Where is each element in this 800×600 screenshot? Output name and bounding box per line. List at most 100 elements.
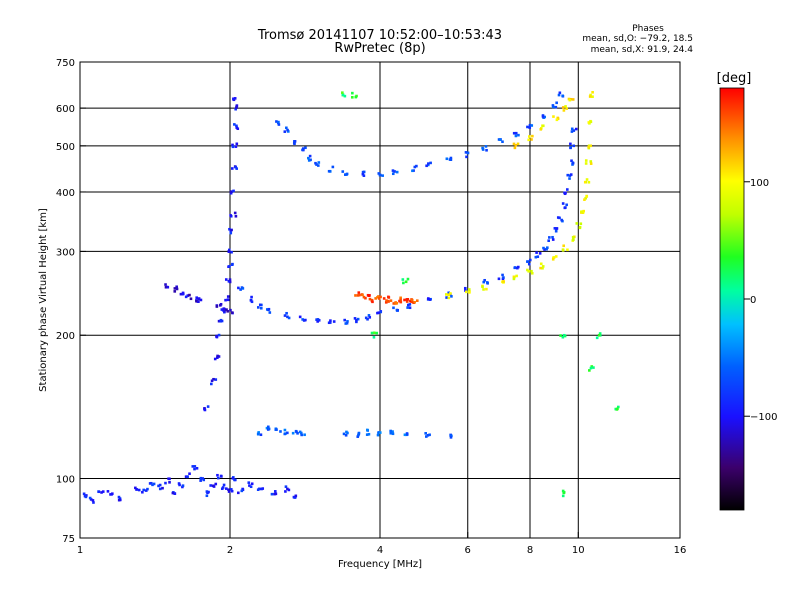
data-point <box>287 316 291 320</box>
data-point <box>570 159 573 163</box>
data-point <box>377 172 381 175</box>
data-point <box>564 191 567 195</box>
data-point <box>345 172 349 176</box>
data-point <box>173 287 177 290</box>
data-point <box>589 93 592 97</box>
data-point <box>408 303 412 306</box>
data-point <box>541 115 545 118</box>
colorbar-ticks: 100 0 −100 <box>744 178 777 423</box>
data-point <box>201 477 204 480</box>
data-point <box>299 431 303 435</box>
data-point <box>203 407 206 410</box>
data-point <box>152 482 156 486</box>
data-point <box>566 188 569 191</box>
data-point <box>151 483 154 487</box>
data-point <box>237 491 240 495</box>
data-point <box>327 321 331 325</box>
data-point <box>551 105 555 109</box>
data-point <box>266 425 270 429</box>
data-point <box>232 97 235 101</box>
data-point <box>389 299 393 302</box>
data-point <box>531 134 534 138</box>
data-point <box>517 133 520 137</box>
data-point <box>502 276 505 279</box>
data-point <box>268 311 272 314</box>
data-point <box>222 307 226 310</box>
data-point <box>213 357 217 361</box>
data-point <box>526 260 529 263</box>
data-point <box>449 434 453 437</box>
data-point <box>449 158 453 161</box>
data-point <box>366 317 369 321</box>
data-point <box>329 319 332 322</box>
data-point <box>197 300 200 303</box>
data-point <box>173 492 177 495</box>
data-point <box>267 427 271 431</box>
data-point <box>331 165 335 169</box>
y-tick-label: 300 <box>56 247 75 258</box>
data-point <box>415 164 418 168</box>
data-point <box>563 334 567 338</box>
data-point <box>217 355 221 358</box>
data-point <box>526 125 529 129</box>
data-point <box>501 140 504 144</box>
data-point <box>234 478 237 482</box>
data-point <box>371 300 374 304</box>
data-point <box>283 432 287 436</box>
data-point <box>572 238 575 241</box>
data-point <box>539 266 542 270</box>
data-point <box>385 299 388 302</box>
data-point <box>232 189 235 193</box>
data-point <box>588 369 591 372</box>
data-point <box>279 430 282 433</box>
data-point <box>157 484 160 488</box>
data-point <box>368 297 372 301</box>
x-tick-label: 8 <box>527 545 533 556</box>
data-point <box>301 148 304 152</box>
x-tick-label: 2 <box>227 545 233 556</box>
data-point <box>267 307 271 311</box>
data-point <box>209 484 212 487</box>
data-point <box>224 298 227 302</box>
data-point <box>376 433 380 437</box>
data-point <box>343 94 347 98</box>
data-point <box>555 118 559 122</box>
stats-heading: Phases <box>632 24 664 34</box>
data-point <box>554 105 558 109</box>
data-point <box>248 484 251 487</box>
data-point <box>584 162 588 165</box>
data-point <box>179 292 183 296</box>
data-point <box>101 490 105 493</box>
data-point <box>393 170 396 173</box>
data-point <box>199 479 202 482</box>
data-point <box>361 170 365 174</box>
data-point <box>527 269 530 273</box>
data-point <box>366 428 369 432</box>
data-point <box>341 93 345 96</box>
data-point <box>561 248 565 251</box>
scatter-points <box>82 90 620 504</box>
data-point <box>365 433 369 436</box>
data-point <box>616 407 619 411</box>
y-tick-label: 500 <box>56 142 75 153</box>
data-point <box>554 255 558 258</box>
data-point <box>467 288 471 291</box>
data-point <box>230 311 234 314</box>
data-point <box>552 115 555 118</box>
data-point <box>362 295 366 299</box>
data-point <box>379 295 382 299</box>
data-point <box>391 172 395 176</box>
data-point <box>571 163 574 166</box>
data-point <box>214 378 218 381</box>
data-point <box>158 483 162 487</box>
data-point <box>341 91 344 94</box>
data-point <box>274 492 278 496</box>
data-point <box>168 481 171 484</box>
data-point <box>292 495 296 499</box>
data-point <box>589 144 593 148</box>
data-point <box>382 297 386 300</box>
data-point <box>195 466 199 470</box>
data-point <box>233 97 237 100</box>
data-point <box>181 485 184 489</box>
data-point <box>560 218 563 222</box>
